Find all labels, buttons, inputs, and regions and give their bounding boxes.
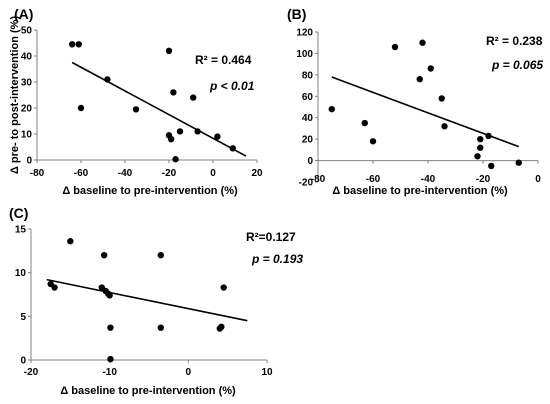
y-axis-title: Δ pre- to post-intervention (%) [9, 16, 21, 175]
data-point [106, 292, 113, 299]
data-point [176, 128, 184, 135]
data-point [515, 159, 522, 166]
data-point [172, 156, 179, 163]
data-point [214, 133, 221, 140]
data-point [77, 104, 85, 112]
data-point [391, 43, 399, 51]
data-point [104, 76, 111, 83]
data-point [218, 323, 225, 331]
trendline [46, 278, 248, 322]
r-squared-label: R²=0.127 [246, 230, 296, 244]
data-point [229, 145, 236, 152]
data-point [51, 284, 58, 291]
data-point [132, 106, 140, 113]
data-point [419, 39, 426, 46]
x-tick-label: -80 [311, 174, 326, 185]
y-tick-label: 40 [21, 52, 33, 63]
panel-c: 0 5 10 15 -20 -10 0 10 (C) R²=0.127 p = 0.193 Δ bas… [9, 205, 303, 397]
data-point [369, 138, 377, 145]
x-tick-label: -40 [421, 174, 436, 185]
y-tick-label: 15 [15, 225, 27, 236]
x-tick-label: -10 [102, 367, 117, 378]
x-tick-label: -40 [118, 168, 133, 179]
data-point [157, 252, 164, 259]
data-point [107, 355, 114, 363]
data-point [361, 119, 368, 127]
panel-label: (A) [14, 6, 33, 22]
data-point [416, 75, 423, 83]
data-point [170, 89, 177, 96]
y-tick-label: 0 [307, 156, 313, 167]
x-tick-label: 10 [261, 367, 273, 378]
y-tick-label: 10 [15, 268, 27, 279]
y-tick-label: 60 [302, 92, 314, 103]
x-tick-label: 20 [251, 168, 263, 179]
data-point [488, 162, 495, 170]
x-tick-label: 0 [210, 168, 216, 179]
data-point [67, 238, 74, 245]
data-point [438, 95, 445, 102]
p-value-label: p = 0.065 [491, 58, 543, 72]
panel-a: 0 10 20 30 40 50 -80 -60 -40 -20 0 20 (A) R² = 0.464 p… [9, 6, 263, 197]
r-squared-label: R² = 0.238 [486, 34, 543, 48]
x-tick-label: 0 [535, 174, 541, 185]
trendline [71, 61, 247, 157]
data-point [69, 41, 76, 48]
x-tick-label: -20 [24, 367, 39, 378]
data-point [168, 136, 175, 143]
x-tick-label: -20 [162, 168, 177, 179]
data-point [474, 153, 481, 160]
data-point [194, 128, 201, 135]
data-point [485, 132, 492, 140]
y-tick-label: 50 [21, 26, 33, 37]
x-tick-label: -60 [366, 174, 381, 185]
x-axis-title: Δ baseline to pre-intervention (%) [62, 185, 238, 197]
panel-b: -20 0 20 40 60 80 100 120 -80 -60 -40 -20 0 (B) R² = 0… [287, 6, 543, 197]
y-tick-label: 120 [296, 28, 313, 39]
y-tick-label: 80 [302, 70, 314, 81]
data-point [190, 94, 197, 101]
y-tick-label: 0 [20, 356, 26, 367]
x-tick-label: -80 [30, 168, 45, 179]
x-axis-title: Δ baseline to pre-intervention (%) [60, 385, 236, 397]
r-squared-label: R² = 0.464 [195, 53, 252, 67]
y-tick-label: 100 [296, 49, 313, 60]
data-point [107, 324, 114, 331]
y-tick-label: 20 [302, 135, 314, 146]
y-tick-label: 40 [302, 113, 314, 124]
data-point [157, 324, 164, 331]
data-point [75, 41, 83, 48]
data-point [328, 105, 335, 113]
data-point [220, 284, 227, 291]
p-value-label: p < 0.01 [209, 79, 255, 93]
data-point [477, 135, 484, 143]
y-tick-label: 30 [21, 78, 33, 89]
y-tick-label: 20 [21, 104, 33, 115]
y-tick-label: 10 [21, 130, 33, 141]
data-point [165, 47, 173, 54]
x-tick-label: 0 [186, 367, 192, 378]
data-point [427, 65, 434, 72]
x-tick-label: -20 [476, 174, 491, 185]
y-tick-label: -20 [299, 178, 314, 189]
panel-label: (C) [9, 205, 28, 221]
y-tick-label: 5 [20, 312, 26, 323]
panel-label: (B) [287, 6, 306, 22]
data-point [477, 144, 484, 151]
x-tick-label: -60 [74, 168, 89, 179]
data-point [100, 252, 108, 259]
x-axis-title: Δ baseline to pre-intervention (%) [332, 185, 508, 197]
y-tick-label: 0 [26, 156, 32, 167]
p-value-label: p = 0.193 [251, 252, 303, 266]
data-point [441, 123, 448, 130]
